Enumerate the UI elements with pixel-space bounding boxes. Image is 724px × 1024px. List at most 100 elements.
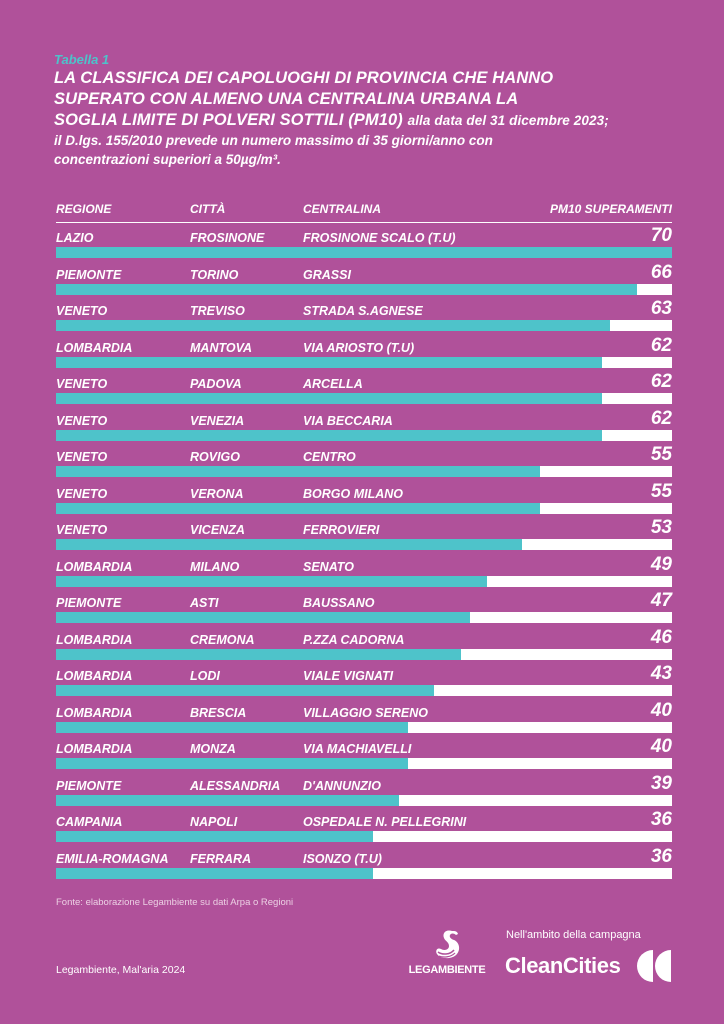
- bar-track: [56, 612, 672, 623]
- pm10-value: 46: [650, 626, 672, 648]
- bar-fill: [56, 283, 637, 295]
- citta-cell: MONZA: [190, 742, 236, 756]
- bar-fill: [56, 539, 523, 550]
- title-line-1: LA CLASSIFICA DEI CAPOLUOGHI DI PROVINCI…: [54, 69, 554, 87]
- table-row: VENETO VICENZA FERROVIERI 53: [56, 516, 672, 553]
- source-note: Fonte: elaborazione Legambiente su dati …: [56, 897, 294, 908]
- centralina-cell: FROSINONE SCALO (T.U): [303, 231, 456, 245]
- pm10-value: 62: [650, 334, 672, 356]
- pm10-value: 70: [650, 225, 672, 246]
- pm10-value: 36: [650, 809, 672, 830]
- desc-line-2: concentrazioni superiori a 50µg/m³.: [54, 152, 281, 167]
- bar-fill: [56, 794, 400, 806]
- bar-fill: [56, 831, 373, 842]
- table-row: LAZIO FROSINONE FROSINONE SCALO (T.U) 70: [56, 224, 672, 261]
- citta-cell: TREVISO: [190, 304, 245, 318]
- bar-fill: [56, 466, 540, 477]
- pm10-value: 53: [650, 517, 672, 538]
- bar-fill: [56, 867, 373, 879]
- regione-cell: LOMBARDIA: [56, 742, 133, 756]
- title-line-2: SUPERATO CON ALMENO UNA CENTRALINA URBAN…: [54, 90, 519, 108]
- pm10-value: 40: [650, 736, 672, 757]
- pm10-value: 47: [650, 590, 672, 611]
- centralina-cell: FERROVIERI: [303, 523, 380, 537]
- centralina-cell: VILLAGGIO SERENO: [303, 705, 429, 720]
- bar-track: [56, 429, 672, 441]
- citta-cell: PADOVA: [190, 377, 242, 391]
- citta-cell: VENEZIA: [190, 413, 245, 428]
- bar-track: [56, 685, 672, 696]
- legambiente-logo: LEGAMBIENTE: [408, 928, 486, 976]
- citta-cell: LODI: [190, 669, 220, 683]
- col-centralina: CENTRALINA: [303, 202, 381, 216]
- citta-cell: VERONA: [190, 486, 244, 501]
- regione-cell: LOMBARDIA: [56, 669, 133, 683]
- pm10-value: 55: [650, 480, 672, 502]
- pm10-value: 49: [650, 553, 672, 575]
- table-row: VENETO VENEZIA VIA BECCARIA 62: [56, 407, 672, 444]
- cleancities-logo: CleanCities: [505, 948, 675, 984]
- regione-cell: VENETO: [56, 377, 108, 391]
- bar-track: [56, 648, 672, 660]
- legambiente-wordmark: LEGAMBIENTE: [408, 964, 486, 976]
- pm10-value: 62: [650, 407, 672, 429]
- table-row: LOMBARDIA MANTOVA VIA ARIOSTO (T.U) 62: [56, 334, 672, 371]
- bar-track: [56, 320, 672, 331]
- bar-fill: [56, 648, 461, 660]
- bar-track: [56, 356, 672, 368]
- bar-fill: [56, 247, 672, 258]
- table-row: LOMBARDIA BRESCIA VILLAGGIO SERENO 40: [56, 699, 672, 736]
- regione-cell: VENETO: [56, 523, 108, 537]
- bar-track: [56, 758, 672, 769]
- pm10-value: 39: [650, 772, 672, 794]
- bar-fill: [56, 356, 602, 368]
- regione-cell: LOMBARDIA: [56, 632, 133, 647]
- table-row: PIEMONTE ALESSANDRIA D'ANNUNZIO 39: [56, 772, 672, 809]
- bar-track: [56, 393, 672, 404]
- regione-cell: LOMBARDIA: [56, 559, 133, 574]
- citta-cell: FROSINONE: [190, 231, 265, 245]
- bar-fill: [56, 575, 488, 587]
- table-header-block: Tabella 1 LA CLASSIFICA DEI CAPOLUOGHI D…: [54, 52, 674, 169]
- table-row: VENETO TREVISO STRADA S.AGNESE 63: [56, 297, 672, 334]
- centralina-cell: VIA ARIOSTO (T.U): [303, 340, 415, 355]
- bar-track: [56, 867, 672, 879]
- table-row: VENETO VERONA BORGO MILANO 55: [56, 480, 672, 517]
- centralina-cell: OSPEDALE N. PELLEGRINI: [303, 815, 467, 829]
- bar-fill: [56, 721, 408, 733]
- regione-cell: EMILIA-ROMAGNA: [56, 851, 169, 866]
- centralina-cell: BORGO MILANO: [303, 486, 403, 501]
- column-headers: REGIONE CITTÀ CENTRALINA PM10 SUPERAMENT…: [56, 202, 672, 216]
- bar-fill: [56, 502, 540, 514]
- bar-fill: [56, 758, 408, 769]
- centralina-cell: SENATO: [303, 559, 354, 574]
- centralina-cell: CENTRO: [303, 450, 356, 464]
- centralina-cell: GRASSI: [303, 267, 351, 282]
- regione-cell: PIEMONTE: [56, 778, 122, 793]
- bar-track: [56, 575, 672, 587]
- table-row: CAMPANIA NAPOLI OSPEDALE N. PELLEGRINI 36: [56, 808, 672, 845]
- bar-track: [56, 466, 672, 477]
- bar-track: [56, 247, 672, 258]
- citta-cell: ASTI: [190, 596, 219, 610]
- bar-track: [56, 794, 672, 806]
- col-pm10: PM10 SUPERAMENTI: [549, 202, 672, 216]
- centralina-cell: ISONZO (T.U): [303, 851, 382, 866]
- header-divider: [56, 222, 672, 223]
- table-body: LAZIO FROSINONE FROSINONE SCALO (T.U) 70 PIE…: [56, 224, 672, 881]
- table-title: LA CLASSIFICA DEI CAPOLUOGHI DI PROVINCI…: [54, 68, 674, 131]
- centralina-cell: ARCELLA: [303, 377, 363, 391]
- regione-cell: VENETO: [56, 486, 108, 501]
- centralina-cell: VIA BECCARIA: [303, 413, 393, 428]
- pm10-value: 43: [650, 663, 672, 684]
- regione-cell: LOMBARDIA: [56, 705, 133, 720]
- table-tag: Tabella 1: [54, 52, 110, 67]
- regione-cell: VENETO: [56, 450, 108, 464]
- regione-cell: CAMPANIA: [56, 815, 123, 829]
- centralina-cell: VIA MACHIAVELLI: [303, 742, 412, 756]
- regione-cell: LOMBARDIA: [56, 340, 133, 355]
- regione-cell: PIEMONTE: [56, 267, 122, 282]
- pm10-value: 40: [650, 699, 672, 721]
- table-row: VENETO PADOVA ARCELLA 62: [56, 370, 672, 407]
- regione-cell: VENETO: [56, 413, 108, 428]
